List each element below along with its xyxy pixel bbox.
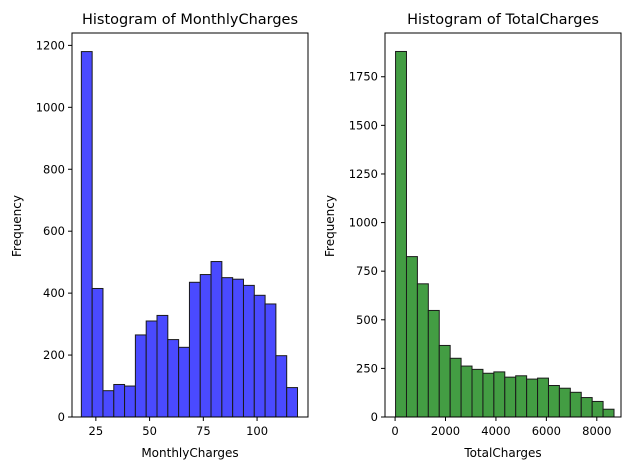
total-charges-histogram: Histogram of TotalCharges 0 2000 4000 6000 8…	[323, 12, 622, 460]
x-tick-label: 4000	[481, 424, 510, 438]
histogram-bar	[156, 314, 169, 418]
histogram-bar	[405, 256, 418, 418]
y-axis-ticks: 0 250 500 750 1000 1250 1500 1750	[349, 70, 385, 424]
y-tick-label: 1200	[36, 38, 65, 52]
plot-frame	[71, 32, 309, 418]
histogram-bar	[134, 334, 147, 418]
histogram-bar	[80, 51, 93, 418]
x-tick-label: 50	[142, 424, 157, 438]
histogram-bar	[438, 344, 451, 418]
histogram-bar	[526, 378, 539, 418]
histogram-bar	[580, 397, 593, 418]
y-axis-label: Frequency	[10, 195, 24, 257]
x-axis-ticks: 25 50 75 100	[89, 417, 268, 438]
y-tick-label: 400	[43, 286, 65, 300]
histogram-bar	[264, 303, 277, 418]
x-axis-label: MonthlyCharges	[141, 446, 238, 460]
bars	[395, 50, 615, 418]
histogram-bar	[515, 375, 528, 418]
x-tick-label: 100	[246, 424, 268, 438]
chart-title: Histogram of MonthlyCharges	[82, 12, 298, 28]
histogram-bar	[493, 371, 506, 418]
y-axis-label: Frequency	[323, 195, 337, 257]
histogram-bar	[91, 287, 104, 418]
histogram-bar	[102, 390, 115, 418]
histogram-bar	[547, 385, 560, 418]
histogram-bar	[591, 400, 604, 418]
histogram-bar	[286, 387, 299, 418]
x-tick-label: 2000	[431, 424, 460, 438]
y-tick-label: 600	[43, 224, 65, 238]
y-tick-label: 0	[58, 410, 65, 424]
y-axis-ticks: 0 200 400 600 800 1000 1200	[36, 38, 72, 424]
y-tick-label: 1250	[349, 167, 378, 181]
histogram-bar	[221, 277, 234, 418]
histogram-bar	[188, 281, 201, 418]
histogram-bar	[504, 376, 517, 418]
histogram-bar	[242, 284, 255, 418]
bars	[80, 51, 299, 418]
x-tick-label: 0	[391, 424, 398, 438]
x-tick-label: 25	[89, 424, 104, 438]
histogram-bar	[210, 261, 223, 418]
histogram-bar	[427, 309, 440, 418]
x-axis-ticks: 0 2000 4000 6000 8000	[391, 417, 611, 438]
histogram-bar	[113, 383, 126, 418]
histogram-bar	[569, 391, 582, 418]
y-tick-label: 750	[356, 264, 378, 278]
x-tick-label: 75	[196, 424, 211, 438]
histogram-bar	[275, 355, 288, 418]
histogram-bar	[449, 357, 462, 418]
y-tick-label: 250	[356, 361, 378, 375]
histogram-bar	[253, 294, 266, 418]
histogram-bar	[537, 377, 549, 418]
histogram-bar	[178, 346, 190, 418]
y-tick-label: 1000	[36, 100, 65, 114]
histogram-bar	[602, 408, 615, 418]
chart-title: Histogram of TotalCharges	[407, 12, 599, 28]
histogram-bar	[416, 283, 429, 418]
y-tick-label: 500	[356, 313, 378, 327]
y-tick-label: 800	[43, 162, 65, 176]
histogram-bar	[199, 274, 212, 418]
histogram-bar	[232, 278, 244, 418]
histogram-bar	[460, 365, 473, 418]
histogram-bar	[167, 339, 180, 418]
y-tick-label: 1750	[349, 70, 378, 84]
x-tick-label: 6000	[532, 424, 561, 438]
y-tick-label: 200	[43, 348, 65, 362]
histogram-bar	[471, 368, 484, 418]
y-tick-label: 1500	[349, 118, 378, 132]
x-axis-label: TotalCharges	[463, 446, 541, 460]
x-tick-label: 8000	[582, 424, 611, 438]
monthly-charges-histogram: Histogram of MonthlyCharges 25 50 75 100 0 2…	[10, 12, 309, 460]
histogram-bar	[558, 387, 571, 418]
histogram-bar	[482, 372, 495, 418]
y-tick-label: 0	[371, 410, 378, 424]
histogram-bar	[145, 320, 158, 418]
histogram-bar	[395, 50, 407, 418]
plot-frame	[384, 32, 622, 418]
y-tick-label: 1000	[349, 216, 378, 230]
histogram-bar	[124, 385, 136, 418]
